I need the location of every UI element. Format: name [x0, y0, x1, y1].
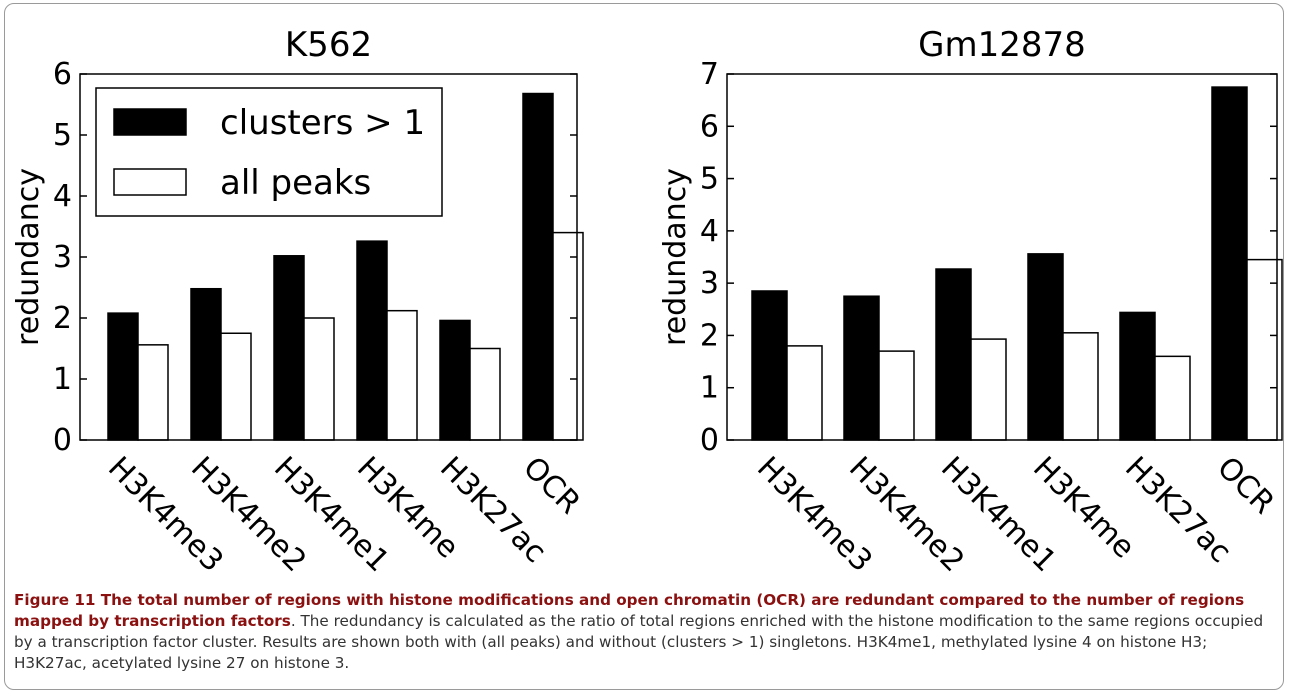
- y-tick-label: 3: [700, 266, 719, 301]
- legend-swatch: [113, 168, 187, 196]
- bar-h3k4me-all-peaks: [386, 309, 418, 441]
- y-tick-label: 2: [53, 301, 72, 336]
- bar-h3k4me-clusters: [356, 240, 388, 441]
- bar-h3k4me3-clusters: [751, 290, 788, 441]
- bar-ocr-all-peaks: [552, 231, 584, 441]
- bar-h3k4me2-all-peaks: [220, 332, 252, 441]
- bar-h3k27ac-all-peaks: [469, 347, 501, 441]
- y-tick-label: 7: [700, 57, 719, 92]
- y-tick-label: 0: [700, 423, 719, 458]
- bar-h3k4me3-all-peaks: [786, 345, 823, 441]
- bar-h3k27ac-clusters: [1119, 311, 1156, 441]
- y-axis-label: redundancy: [11, 168, 46, 346]
- bar-h3k4me-clusters: [1027, 253, 1064, 441]
- bar-h3k4me3-clusters: [107, 312, 139, 441]
- y-tick-label: 3: [53, 240, 72, 275]
- bar-h3k4me3-all-peaks: [137, 344, 169, 441]
- bar-h3k4me1-all-peaks: [303, 317, 335, 441]
- y-tick-label: 2: [700, 318, 719, 353]
- y-tick-label: 6: [700, 109, 719, 144]
- y-tick-label: 0: [53, 423, 72, 458]
- y-axis-label: redundancy: [658, 168, 693, 346]
- y-tick-label: 1: [53, 362, 72, 397]
- legend-swatch: [113, 108, 187, 136]
- chart-panel-2: Gm12878redundancyH3K4me3H3K4me2H3K4me1H3…: [658, 25, 1283, 579]
- caption-text: . The redundancy is calculated as the ra…: [14, 612, 1264, 672]
- bar-ocr-clusters: [1211, 86, 1248, 441]
- y-tick-label: 6: [53, 57, 72, 92]
- y-tick-label: 1: [700, 371, 719, 406]
- bar-h3k4me1-clusters: [935, 268, 972, 441]
- y-tick-label: 5: [53, 118, 72, 153]
- chart-title: Gm12878: [918, 25, 1086, 65]
- bar-h3k4me1-all-peaks: [970, 338, 1007, 441]
- chart-panel-1: K562redundancyH3K4me3H3K4me2H3K4me1H3K4m…: [11, 25, 587, 579]
- legend-label: clusters > 1: [220, 103, 425, 143]
- plot-frame: [79, 73, 578, 441]
- bar-h3k4me-all-peaks: [1062, 332, 1099, 441]
- bar-h3k4me2-clusters: [190, 287, 222, 441]
- y-tick-label: 4: [53, 179, 72, 214]
- caption-label: Figure 11 The total number of regions wi…: [14, 591, 1245, 630]
- x-tick-label: OCR: [516, 450, 587, 521]
- bar-ocr-all-peaks: [1246, 258, 1283, 441]
- y-tick-label: 4: [700, 214, 719, 249]
- charts-canvas: K562redundancyH3K4me3H3K4me2H3K4me1H3K4m…: [11, 25, 1283, 579]
- figure-caption: Figure 11 The total number of regions wi…: [14, 590, 1276, 674]
- y-tick-label: 5: [700, 162, 719, 197]
- bar-h3k4me1-clusters: [273, 255, 305, 441]
- plot-frame: [726, 73, 1278, 441]
- bar-h3k4me2-all-peaks: [878, 350, 915, 441]
- bar-h3k27ac-clusters: [439, 319, 471, 441]
- legend: clusters > 1 all peaks: [95, 87, 443, 217]
- legend-label: all peaks: [220, 163, 371, 203]
- bar-ocr-clusters: [522, 92, 554, 441]
- chart-title: K562: [285, 25, 372, 65]
- bar-h3k27ac-all-peaks: [1154, 355, 1191, 441]
- x-tick-label: OCR: [1210, 450, 1281, 521]
- bar-h3k4me2-clusters: [843, 295, 880, 441]
- figure-frame: [4, 3, 1284, 690]
